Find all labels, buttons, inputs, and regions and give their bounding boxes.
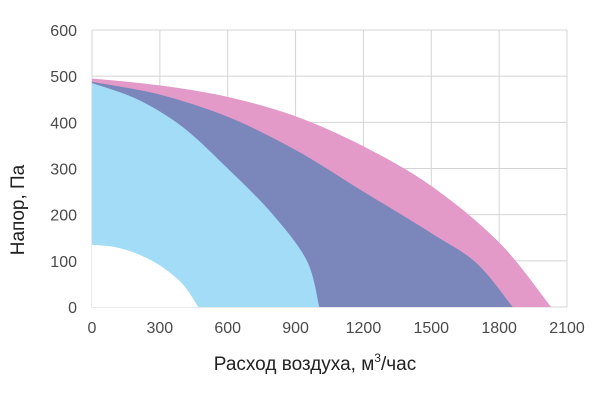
y-tick-label: 500	[50, 69, 77, 86]
y-tick-label: 600	[50, 23, 77, 40]
x-tick-label: 1500	[413, 320, 449, 337]
area-series-3	[92, 83, 320, 307]
x-tick-label: 300	[147, 320, 174, 337]
y-tick-labels: 0 100 200 300 400 500 600	[50, 23, 77, 317]
x-tick-label: 900	[282, 320, 309, 337]
x-tick-label: 1200	[346, 320, 382, 337]
x-axis-title: Расход воздуха, м3/час	[214, 351, 416, 375]
x-tick-labels: 0 300 600 900 1200 1500 1800 2100	[88, 320, 585, 337]
y-tick-label: 100	[50, 254, 77, 271]
x-tick-label: 2100	[549, 320, 585, 337]
y-tick-label: 200	[50, 208, 77, 225]
y-axis-title: Напор, Па	[8, 164, 29, 255]
area-series-4	[92, 244, 199, 307]
y-tick-label: 0	[68, 300, 77, 317]
x-tick-label: 600	[214, 320, 241, 337]
y-tick-label: 400	[50, 115, 77, 132]
x-tick-label: 0	[88, 320, 97, 337]
x-tick-label: 1800	[481, 320, 517, 337]
area-series-group	[92, 78, 552, 307]
y-tick-label: 300	[50, 162, 77, 179]
